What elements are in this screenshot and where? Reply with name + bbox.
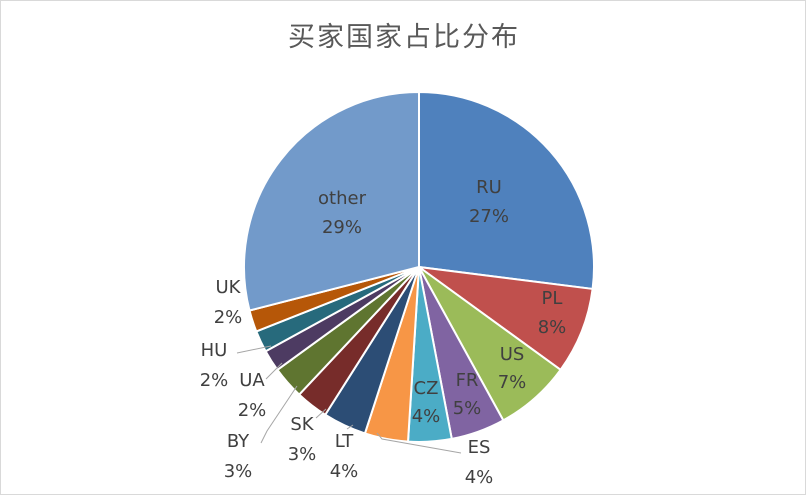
leader-line-hu (236, 345, 272, 354)
slice-percent-other: 29% (322, 217, 362, 238)
slice-label-sk: SK (290, 414, 314, 435)
leader-line-sk (315, 408, 327, 419)
slice-percent-lt: 4% (330, 461, 359, 482)
slice-percent-sk: 3% (288, 444, 317, 465)
slice-percent-us: 7% (498, 372, 527, 393)
slice-percent-cz: 4% (412, 406, 441, 427)
slice-percent-pl: 8% (538, 317, 567, 338)
leader-line-lt (346, 424, 354, 430)
slice-label-fr: FR (456, 370, 479, 391)
slice-label-pl: PL (542, 288, 563, 309)
slice-label-es: ES (468, 437, 491, 458)
slice-label-ru: RU (476, 177, 502, 198)
leader-line-es (376, 432, 462, 454)
slice-label-uk: UK (216, 277, 242, 298)
slice-label-us: US (500, 344, 525, 365)
chart-title: 买家国家占比分布 (288, 22, 520, 53)
slice-percent-uk: 2% (214, 307, 243, 328)
slice-percent-hu: 2% (200, 370, 229, 391)
slice-label-ua: UA (239, 370, 265, 391)
slice-label-by: BY (227, 431, 250, 452)
leader-line-ua (265, 362, 283, 380)
slice-percent-by: 3% (224, 461, 253, 482)
slice-percent-ua: 2% (238, 400, 267, 421)
leader-line-by (260, 385, 298, 444)
slice-label-lt: LT (335, 431, 355, 452)
slice-label-hu: HU (201, 340, 228, 361)
pie-slice-ru (418, 90, 595, 291)
slice-label-other: other (318, 188, 367, 209)
slice-percent-fr: 5% (453, 398, 482, 419)
slice-percent-es: 4% (465, 467, 494, 488)
slice-percent-ru: 27% (469, 206, 509, 227)
slice-label-cz: CZ (414, 378, 439, 399)
pie-slice-other (243, 90, 420, 312)
